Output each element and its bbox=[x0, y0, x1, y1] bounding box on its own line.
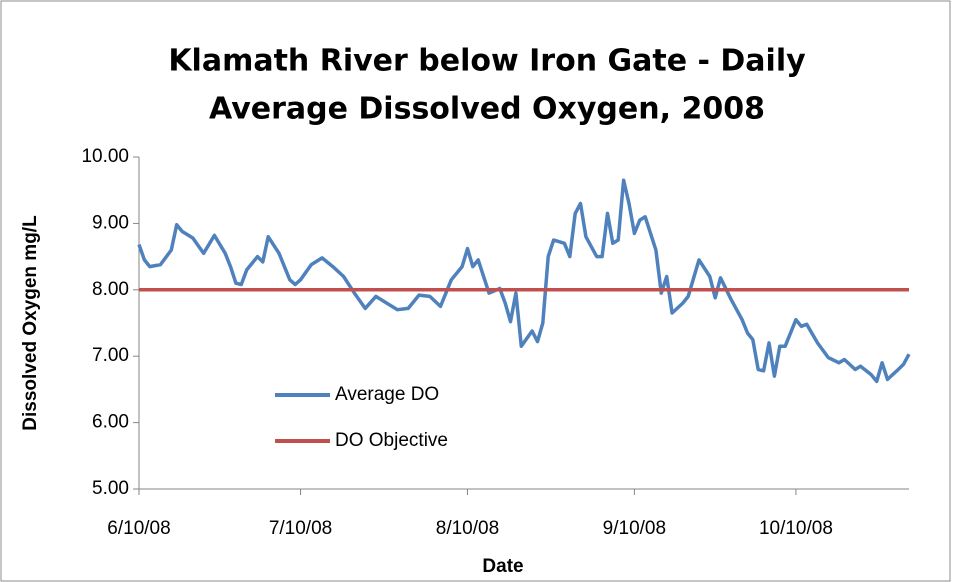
x-tick-label: 8/10/08 bbox=[436, 518, 499, 539]
x-tick-label: 6/10/08 bbox=[107, 518, 170, 539]
y-tick-label: 9.00 bbox=[92, 212, 129, 233]
x-tick-label: 9/10/08 bbox=[603, 518, 666, 539]
y-axis-label: Dissolved Oxygen mg/L bbox=[20, 215, 41, 431]
y-tick-label: 10.00 bbox=[81, 146, 129, 167]
y-tick-label: 5.00 bbox=[92, 478, 129, 499]
y-tick-label: 7.00 bbox=[92, 345, 129, 366]
legend-label: DO Objective bbox=[335, 430, 448, 451]
chart-title: Klamath River below Iron Gate - Daily bbox=[168, 44, 806, 79]
y-tick-label: 8.00 bbox=[92, 279, 129, 300]
y-tick-label: 6.00 bbox=[92, 412, 129, 433]
legend-label: Average DO bbox=[335, 384, 439, 405]
data-line bbox=[137, 178, 911, 384]
x-tick-label: 10/10/08 bbox=[759, 518, 833, 539]
x-axis-label: Date bbox=[482, 556, 523, 577]
x-tick-label: 7/10/08 bbox=[269, 518, 332, 539]
chart-title: Average Dissolved Oxygen, 2008 bbox=[209, 92, 765, 127]
